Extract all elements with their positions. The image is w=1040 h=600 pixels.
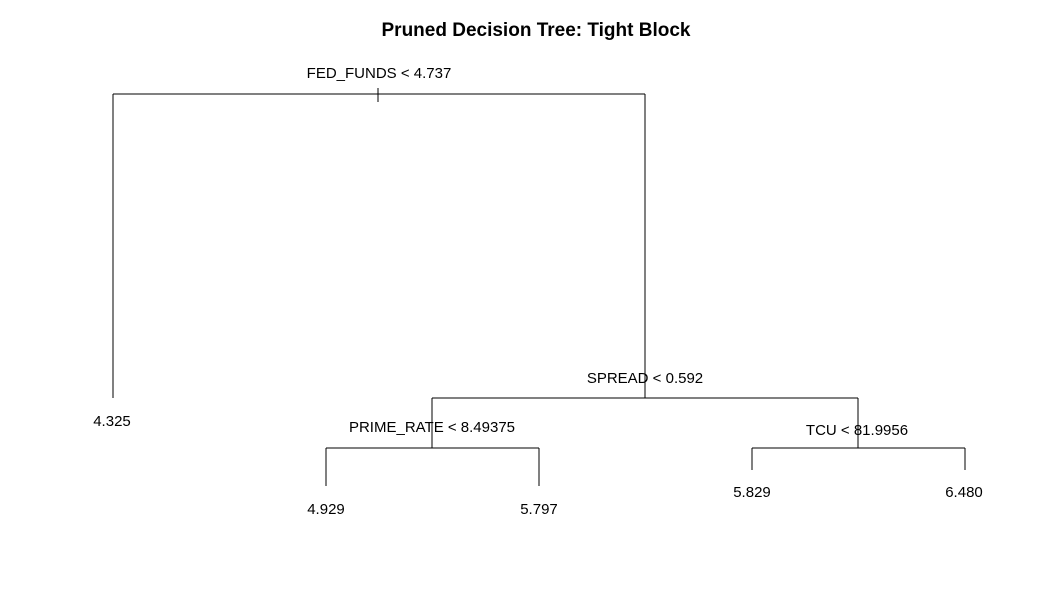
root-split-label: FED_FUNDS < 4.737 xyxy=(307,65,452,82)
spread-split: SPREAD < 0.592 xyxy=(431,370,859,448)
leaf-value: 5.797 xyxy=(520,501,558,518)
prime-rate-split: PRIME_RATE < 8.49375 xyxy=(325,419,540,486)
prime-rate-split-label: PRIME_RATE < 8.49375 xyxy=(349,419,515,436)
root-split: FED_FUNDS < 4.737 xyxy=(112,65,646,398)
diagram-title: Pruned Decision Tree: Tight Block xyxy=(382,20,691,41)
tcu-split-label: TCU < 81.9956 xyxy=(806,422,908,439)
leaf-value: 6.480 xyxy=(945,484,983,501)
leaf-value: 5.829 xyxy=(733,484,771,501)
spread-split-label: SPREAD < 0.592 xyxy=(587,370,703,387)
leaf-value: 4.325 xyxy=(93,413,131,430)
tcu-split: TCU < 81.9956 xyxy=(751,422,966,470)
leaf-value: 4.929 xyxy=(307,501,345,518)
